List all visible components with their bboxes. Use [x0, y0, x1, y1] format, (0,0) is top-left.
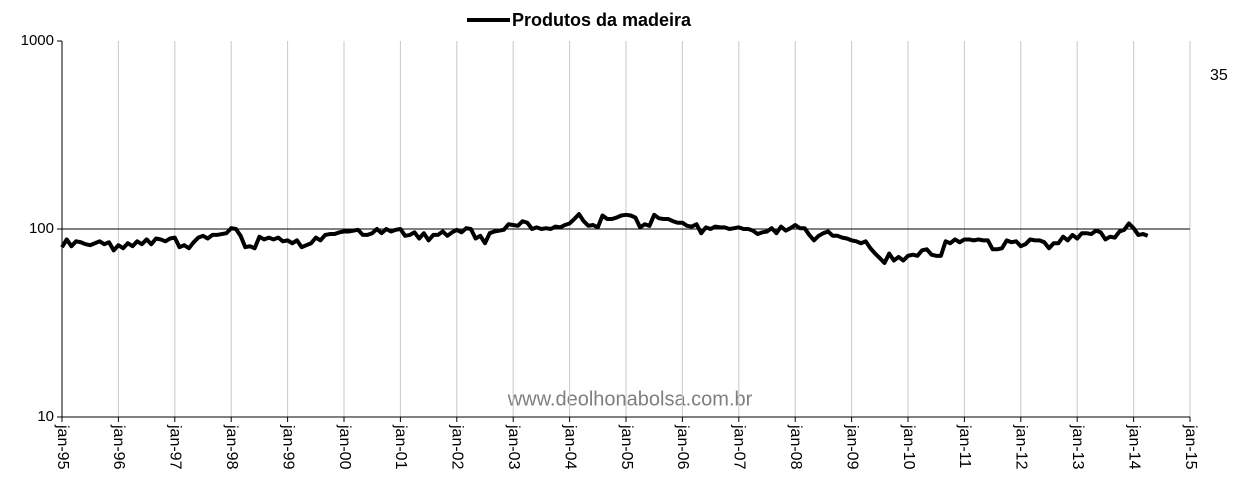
y-tick-label: 1000 [21, 32, 54, 49]
x-tick-label: jan-04 [561, 424, 578, 470]
x-tick-label: jan-12 [1013, 424, 1030, 470]
x-tick-label: jan-11 [956, 424, 973, 468]
legend-label: Produtos da madeira [512, 10, 692, 30]
x-tick-label: jan-96 [110, 424, 127, 470]
x-tick-label: jan-10 [900, 424, 917, 470]
x-tick-label: jan-02 [449, 424, 466, 470]
x-tick-label: jan-00 [336, 424, 353, 470]
y-tick-label: 100 [29, 220, 54, 237]
x-tick-label: jan-03 [505, 424, 522, 470]
data-line [60, 212, 1149, 265]
x-tick-label: jan-13 [1069, 424, 1086, 470]
x-tick-label: jan-99 [279, 424, 296, 470]
y-tick-label: 10 [37, 408, 54, 425]
x-tick-label: jan-09 [843, 424, 860, 470]
x-tick-label: jan-95 [54, 424, 71, 470]
x-tick-label: jan-01 [392, 424, 409, 470]
x-tick-label: jan-06 [674, 424, 691, 470]
watermark: www.deolhonabolsa.com.br [507, 388, 753, 410]
x-tick-label: jan-15 [1182, 424, 1199, 470]
x-tick-label: jan-07 [731, 424, 748, 470]
x-tick-label: jan-97 [167, 424, 184, 470]
x-tick-label: jan-14 [1125, 424, 1142, 470]
x-tick-label: jan-05 [618, 424, 635, 470]
x-tick-label: jan-98 [223, 424, 240, 470]
annotation: 35 [1210, 67, 1228, 84]
x-tick-label: jan-08 [787, 424, 804, 470]
